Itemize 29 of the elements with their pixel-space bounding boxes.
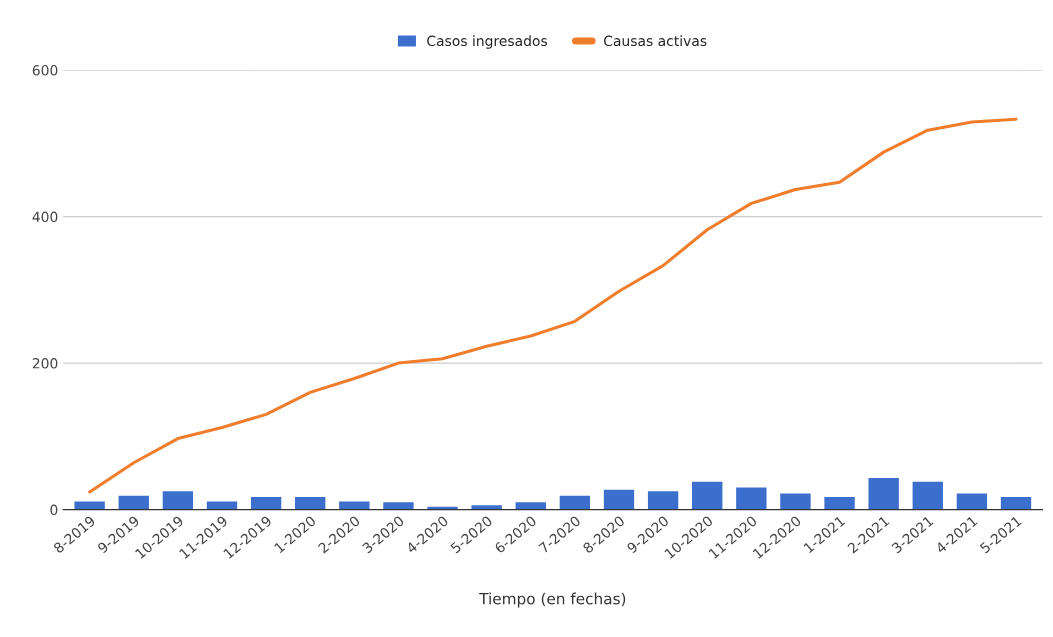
bar: [911, 480, 945, 510]
bar: [205, 500, 239, 510]
bar: [955, 492, 989, 510]
legend-label: Casos ingresados: [427, 35, 547, 49]
bar: [249, 495, 283, 510]
bar: [867, 476, 901, 510]
bar: [558, 494, 592, 510]
y-tick-label: 600: [32, 65, 58, 76]
bar: [73, 500, 107, 510]
y-tick-label: 0: [50, 504, 58, 516]
y-tick-label: 400: [32, 211, 58, 223]
bar: [690, 480, 724, 510]
bar: [117, 494, 151, 510]
legend-label: Causas activas: [604, 35, 707, 47]
line-series: [88, 117, 1018, 494]
bar: [999, 495, 1033, 510]
bar: [337, 500, 371, 510]
bar: [293, 495, 327, 510]
y-tick-label: 200: [32, 358, 58, 369]
bar: [646, 489, 680, 510]
x-axis-title: Tiempo (en fechas): [479, 592, 626, 608]
bar: [161, 489, 195, 510]
bar: [778, 492, 813, 510]
bar: [602, 488, 636, 510]
bar: [425, 505, 460, 510]
bar: [822, 495, 857, 510]
bar: [734, 486, 768, 510]
bar: [381, 500, 416, 510]
bar: [514, 500, 548, 510]
